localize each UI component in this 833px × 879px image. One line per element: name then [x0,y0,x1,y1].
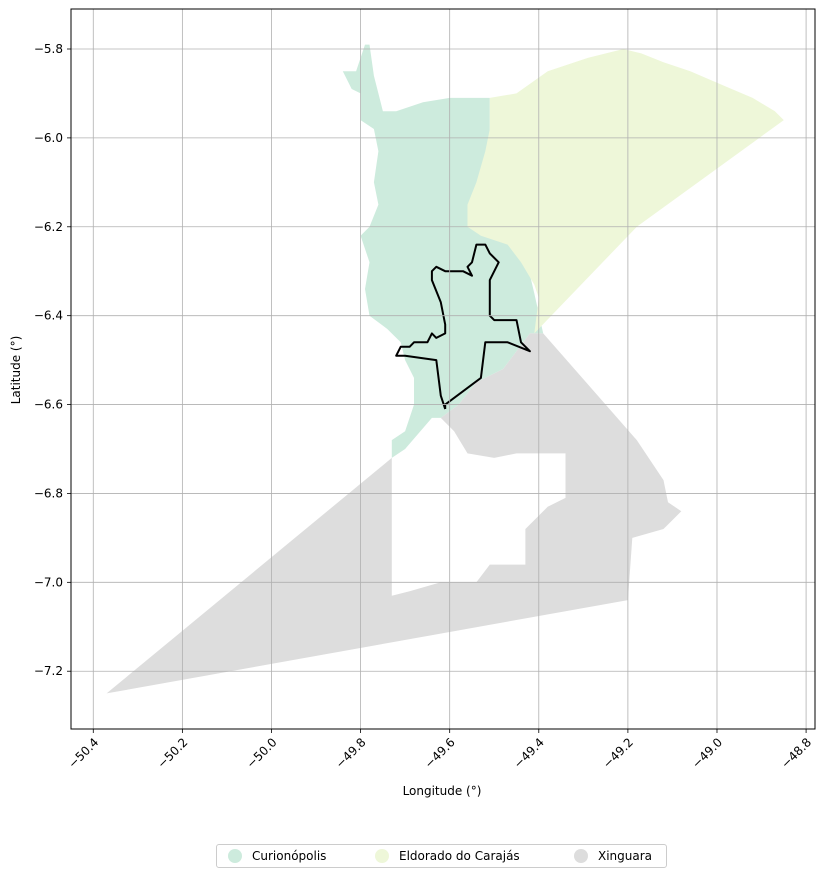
x-tick-label: −50.4 [65,735,101,771]
x-tick-label: −50.2 [155,735,191,771]
x-tick-label: −48.8 [778,735,814,771]
legend-label: Eldorado do Carajás [399,849,520,863]
x-tick-label: −49.0 [689,735,725,771]
legend-swatch-icon [228,849,242,863]
x-tick-label: −49.4 [511,735,547,771]
legend-item-curionopolis: Curionópolis [228,849,326,863]
legend-item-xinguara: Xinguara [574,849,652,863]
y-tick-label: −6.4 [34,309,63,323]
y-axis-ticks: −5.8 −6.0 −6.2 −6.4 −6.6 −6.8 −7.0 −7.2 [34,42,71,678]
y-tick-label: −6.2 [34,220,63,234]
region-curion-polis [342,44,544,458]
legend: Curionópolis Eldorado do Carajás Xinguar… [216,844,667,868]
legend-item-eldorado: Eldorado do Carajás [375,849,520,863]
region-xinguara [106,333,682,694]
y-tick-label: −7.0 [34,575,63,589]
plot-frame [70,8,816,730]
outline-layer [395,243,531,410]
boundary-outline [395,243,531,410]
legend-swatch-icon [375,849,389,863]
grid-layer [71,9,815,729]
legend-label: Curionópolis [252,849,327,863]
legend-swatch-icon [574,849,588,863]
x-axis-label: Longitude (°) [403,784,482,798]
region-eldorado-do-caraj-s [467,49,784,334]
x-tick-label: −49.6 [422,735,458,771]
y-tick-label: −5.8 [34,42,63,56]
x-tick-label: −49.8 [333,735,369,771]
x-tick-label: −49.2 [600,735,636,771]
legend-label: Xinguara [598,849,653,863]
y-axis-label: Latitude (°) [9,336,23,405]
x-axis-ticks: −50.4 −50.2 −50.0 −49.8 −49.6 −49.4 −49.2 −49.0… [65,729,814,771]
y-tick-label: −6.6 [34,398,63,412]
y-tick-label: −7.2 [34,664,63,678]
y-tick-label: −6.8 [34,486,63,500]
x-tick-label: −50.0 [244,735,280,771]
regions-layer [106,44,784,694]
y-tick-label: −6.0 [34,131,63,145]
